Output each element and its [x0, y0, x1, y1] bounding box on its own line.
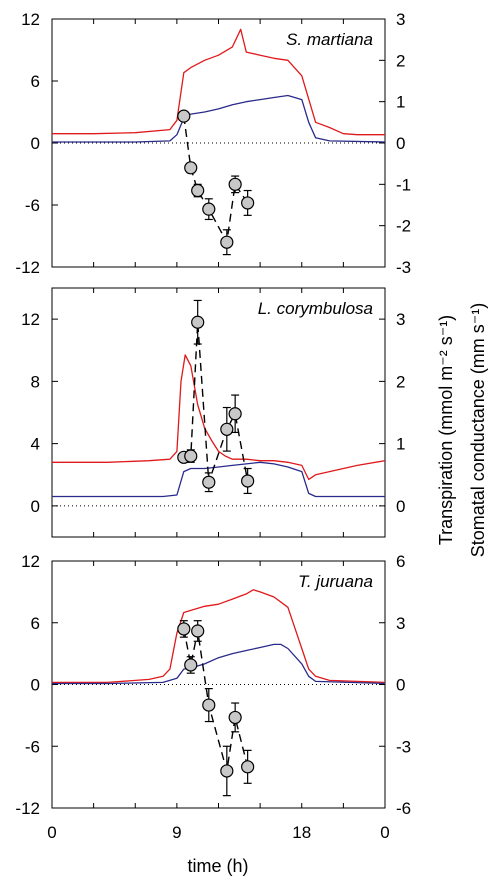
left-tick-label: 8 [31, 372, 40, 391]
conductance-point [241, 760, 255, 774]
conductance-point [220, 764, 234, 778]
x-axis-title: time (h) [187, 856, 248, 876]
right-tick-label: 1 [396, 435, 405, 454]
right-tick-label: 3 [396, 10, 405, 29]
x-axis: time (h) 0 9 18 0 [47, 823, 389, 876]
right-tick-label: 0 [396, 497, 405, 516]
left-tick-label: -6 [25, 737, 40, 756]
conductance-point [220, 422, 234, 436]
conductance-point [191, 183, 205, 198]
panel-title: L. corymbulosa [258, 299, 373, 318]
conductance-point [202, 202, 216, 216]
panel-frame [51, 560, 386, 809]
panel-title: T. juruana [298, 572, 373, 591]
transpiration-line-blue [52, 643, 386, 685]
left-tick-label: -12 [15, 799, 40, 818]
conductance-point [228, 710, 242, 725]
panel-title: S. martiana [286, 30, 373, 49]
left-tick-label: 0 [31, 676, 40, 695]
conductance-point [177, 109, 191, 123]
panel-3: 12 6 0 -6 -12 6 3 0 -3 -6 T. juruana [15, 552, 411, 818]
panel-frame [51, 287, 386, 538]
x-tick-label: 0 [47, 823, 56, 842]
transpiration-line-blue [52, 461, 385, 498]
left-tick-label: -12 [15, 258, 40, 277]
right-axis-titles: Transpiration (mmol m⁻² s⁻¹) Stomatal co… [436, 303, 488, 558]
right-tick-label: 0 [396, 134, 405, 153]
panel-2: 12 8 4 0 3 2 1 0 L. corymbulosa [21, 287, 405, 538]
panel-frame [51, 18, 386, 268]
left-tick-label: 6 [31, 72, 40, 91]
left-tick-label: 4 [31, 435, 40, 454]
transpiration-line-red [52, 354, 386, 481]
conductance-point [191, 315, 205, 329]
right-tick-label: 1 [396, 93, 405, 112]
conductance-point [184, 161, 198, 175]
right-tick-label: 3 [396, 310, 405, 329]
left-tick-label: -6 [25, 196, 40, 215]
x-tick-label: 18 [292, 823, 311, 842]
transpiration-line-red [52, 589, 386, 684]
right-tick-label: 6 [396, 552, 405, 571]
left-tick-label: 12 [21, 310, 40, 329]
transpiration-line-blue [52, 94, 386, 143]
panels-layer: 12 6 0 -6 -12 3 2 1 0 -1 -2 -3 S. martiana 12 8 4 0 3 2 1 0 L… [15, 10, 411, 818]
right-tick-label: 2 [396, 372, 405, 391]
right-tick-label: -2 [396, 217, 411, 236]
transpiration-line-red [52, 28, 385, 136]
conductance-point [241, 474, 255, 488]
left-tick-label: 0 [31, 134, 40, 153]
left-tick-label: 6 [31, 614, 40, 633]
right-tick-label: 0 [396, 676, 405, 695]
right-tick-label: -6 [396, 799, 411, 818]
left-tick-label: 0 [31, 497, 40, 516]
right-tick-label: -1 [396, 175, 411, 194]
right-tick-label: 2 [396, 51, 405, 70]
conductance-point [202, 475, 216, 489]
conductance-point [228, 177, 242, 191]
right-axis-title-transpiration: Transpiration (mmol m⁻² s⁻¹) [436, 315, 456, 545]
conductance-dashed-line [183, 628, 249, 772]
conductance-point [177, 622, 191, 636]
right-tick-label: -3 [396, 258, 411, 277]
left-tick-label: 12 [21, 10, 40, 29]
panel-1: 12 6 0 -6 -12 3 2 1 0 -1 -2 -3 S. martiana [15, 10, 411, 277]
conductance-point [241, 196, 255, 210]
conductance-point [184, 449, 198, 463]
conductance-point [191, 624, 205, 638]
conductance-point [220, 235, 234, 249]
left-tick-label: 12 [21, 552, 40, 571]
x-tick-label: 9 [172, 823, 181, 842]
conductance-point [202, 698, 216, 712]
conductance-point [184, 658, 198, 672]
right-tick-label: 3 [396, 614, 405, 633]
right-axis-title-conductance: Stomatal conductance (mm s⁻¹) [468, 303, 488, 558]
right-tick-label: -3 [396, 737, 411, 756]
conductance-point [228, 407, 242, 421]
x-tick-label: 0 [380, 823, 389, 842]
